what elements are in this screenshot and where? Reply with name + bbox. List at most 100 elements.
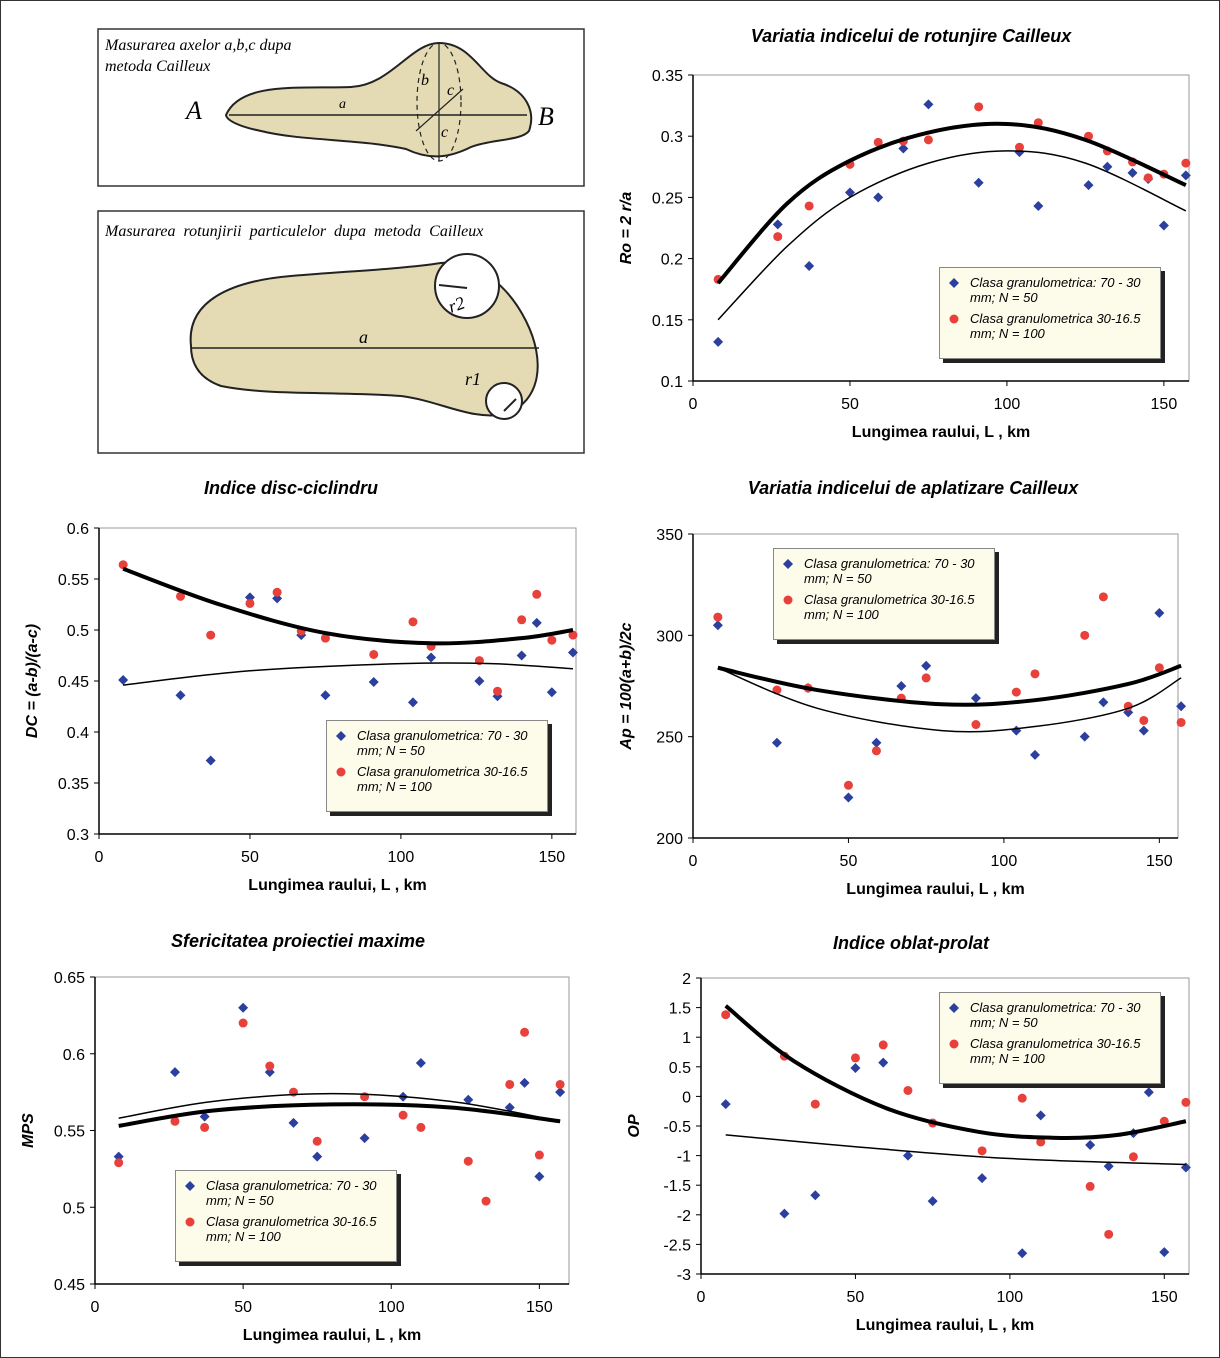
label-c: c bbox=[447, 82, 454, 99]
data-point bbox=[547, 635, 557, 645]
legend: Clasa granulometrica: 70 - 30 mm; N = 50… bbox=[773, 548, 995, 640]
data-point bbox=[949, 314, 959, 324]
data-point bbox=[312, 1151, 323, 1162]
y-tick-label: 0.4 bbox=[67, 725, 89, 742]
data-point bbox=[408, 617, 418, 627]
legend-marker bbox=[185, 1217, 195, 1227]
data-point bbox=[850, 1053, 860, 1063]
data-point bbox=[114, 1158, 124, 1168]
legend-entry: Clasa granulometrica 30-16.5 mm; N = 100 bbox=[184, 1214, 388, 1244]
legend-label: Clasa granulometrica: 70 - 30 mm; N = 50 bbox=[970, 275, 1141, 305]
y-tick-label: 0.45 bbox=[58, 674, 89, 691]
data-point bbox=[245, 598, 255, 608]
data-point bbox=[118, 560, 128, 570]
data-point bbox=[804, 260, 815, 271]
data-point bbox=[176, 591, 186, 601]
x-axis-label: Lungimea raului, L , km bbox=[846, 881, 1024, 898]
x-axis-label: Lungimea raului, L , km bbox=[856, 1317, 1034, 1334]
y-tick-label: -2 bbox=[677, 1208, 691, 1225]
legend-marker bbox=[949, 1003, 959, 1013]
y-tick-label: 200 bbox=[656, 831, 683, 848]
x-tick-label: 50 bbox=[841, 396, 859, 413]
data-point bbox=[1033, 118, 1043, 128]
data-point bbox=[1181, 1097, 1191, 1107]
legend-entry: Clasa granulometrica 30-16.5 mm; N = 100 bbox=[782, 592, 986, 622]
y-tick-label: 0.5 bbox=[63, 1200, 85, 1217]
data-point bbox=[185, 1217, 195, 1227]
data-point bbox=[1154, 608, 1165, 619]
data-point bbox=[407, 697, 418, 708]
data-point bbox=[1159, 1247, 1170, 1258]
data-point bbox=[810, 1099, 820, 1109]
legend-marker bbox=[783, 559, 793, 569]
x-tick-label: 100 bbox=[991, 853, 1018, 870]
legend-label: Clasa granulometrica 30-16.5 mm; N = 100 bbox=[804, 592, 975, 622]
x-axis-label: Lungimea raului, L , km bbox=[852, 424, 1030, 441]
trend-line bbox=[717, 150, 1187, 321]
data-point bbox=[481, 1196, 491, 1206]
data-point bbox=[463, 1094, 474, 1105]
data-point bbox=[534, 1150, 544, 1160]
data-point bbox=[1143, 1087, 1154, 1098]
data-point bbox=[844, 187, 855, 198]
diagram-caption: Masurarea rotunjirii particulelor dupa m… bbox=[105, 223, 484, 240]
data-point bbox=[878, 1057, 889, 1068]
data-point bbox=[1030, 669, 1040, 679]
data-point bbox=[970, 693, 981, 704]
x-tick-label: 150 bbox=[1151, 1289, 1178, 1306]
x-tick-label: 50 bbox=[241, 849, 259, 866]
data-point bbox=[896, 681, 907, 691]
data-point bbox=[175, 690, 186, 701]
data-point bbox=[1181, 158, 1191, 168]
data-point bbox=[1176, 717, 1186, 727]
legend-marker bbox=[185, 1181, 195, 1191]
data-point bbox=[1180, 170, 1191, 181]
data-point bbox=[898, 143, 909, 154]
data-point bbox=[272, 587, 282, 597]
y-tick-label: 0.5 bbox=[67, 623, 89, 640]
radius-r1 bbox=[503, 398, 517, 412]
data-point bbox=[1011, 687, 1021, 697]
y-axis-label: Ro = 2 r/a bbox=[618, 192, 635, 265]
data-point bbox=[721, 1010, 731, 1020]
legend-label: Clasa granulometrica 30-16.5 mm; N = 100 bbox=[206, 1214, 377, 1244]
radius-r2 bbox=[438, 284, 468, 289]
trend-line bbox=[118, 1102, 561, 1128]
legend-label: Clasa granulometrica: 70 - 30 mm; N = 50 bbox=[970, 1000, 1141, 1030]
trend-line bbox=[122, 566, 574, 646]
data-point bbox=[238, 1018, 248, 1028]
x-tick-label: 150 bbox=[526, 1299, 553, 1316]
diagram-caption-box: Masurarea axelor a,b,c dupa metoda Caill… bbox=[105, 37, 292, 75]
x-tick-label: 0 bbox=[91, 1299, 100, 1316]
legend-marker bbox=[336, 731, 346, 741]
y-tick-label: 0.45 bbox=[54, 1277, 85, 1294]
trend-line bbox=[717, 663, 1182, 707]
data-point bbox=[169, 1067, 180, 1078]
data-point bbox=[771, 737, 782, 748]
label-c2: c bbox=[441, 124, 448, 141]
legend-label: Clasa granulometrica 30-16.5 mm; N = 100 bbox=[970, 1036, 1141, 1066]
data-point bbox=[1085, 1139, 1096, 1150]
chart-title: Sfericitatea proiectiei maxime bbox=[171, 931, 425, 951]
data-point bbox=[568, 630, 578, 640]
data-point bbox=[206, 630, 216, 640]
data-point bbox=[949, 278, 959, 288]
legend-marker bbox=[949, 278, 959, 288]
legend-label: Clasa granulometrica 30-16.5 mm; N = 100 bbox=[357, 764, 528, 794]
data-point bbox=[336, 731, 346, 741]
data-point bbox=[415, 1057, 426, 1068]
label-r1: r1 bbox=[465, 369, 481, 389]
data-point bbox=[238, 1002, 249, 1013]
data-point bbox=[1017, 1248, 1028, 1259]
data-point bbox=[713, 336, 724, 347]
data-point bbox=[504, 1102, 515, 1113]
data-point bbox=[720, 1099, 731, 1110]
data-point bbox=[368, 677, 379, 688]
x-tick-label: 50 bbox=[847, 1289, 865, 1306]
data-point bbox=[534, 1171, 545, 1182]
legend-entry: Clasa granulometrica: 70 - 30 mm; N = 50 bbox=[335, 728, 539, 758]
data-point bbox=[517, 615, 527, 625]
legend-marker bbox=[783, 595, 793, 605]
data-point bbox=[426, 652, 437, 663]
